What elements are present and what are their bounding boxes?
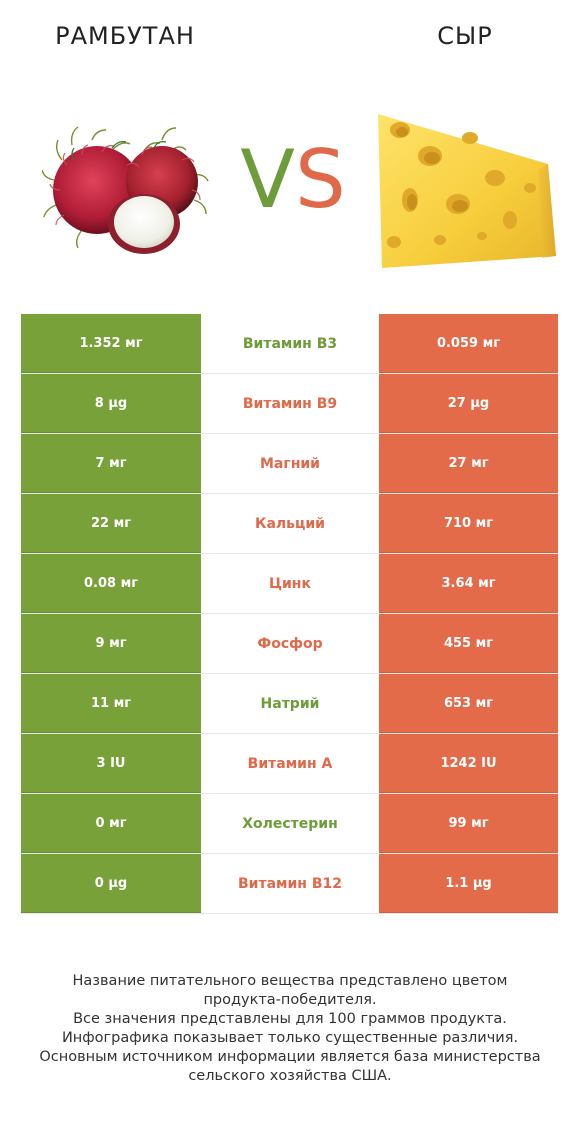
nutrient-name: Магний (201, 434, 379, 493)
right-value: 3.64 мг (379, 554, 558, 613)
right-value: 27 мг (379, 434, 558, 493)
right-value: 653 мг (379, 674, 558, 733)
rambutan-image (41, 120, 212, 260)
nutrient-name: Фосфор (201, 614, 379, 673)
footer-line: Основным источником информации является … (39, 1049, 541, 1065)
table-row: 3 IU Витамин A 1242 IU (21, 734, 558, 794)
nutrient-name: Натрий (201, 674, 379, 733)
left-value: 9 мг (21, 614, 201, 673)
left-value: 0 мг (21, 794, 201, 853)
left-value: 3 IU (21, 734, 201, 793)
table-row: 1.352 мг Витамин B3 0.059 мг (21, 314, 558, 374)
nutrient-name: Витамин A (201, 734, 379, 793)
nutrient-name: Витамин B12 (201, 854, 379, 913)
right-food-title: СЫР (437, 22, 493, 50)
right-value: 0.059 мг (379, 314, 558, 373)
left-food-title: РАМБУТАН (55, 22, 195, 50)
vs-v-letter: V (240, 133, 295, 226)
right-value: 1.1 µg (379, 854, 558, 913)
nutrient-name: Холестерин (201, 794, 379, 853)
right-value: 1242 IU (379, 734, 558, 793)
vs-s-letter: S (294, 133, 346, 226)
table-row: 7 мг Магний 27 мг (21, 434, 558, 494)
left-value: 8 µg (21, 374, 201, 433)
table-row: 9 мг Фосфор 455 мг (21, 614, 558, 674)
table-row: 0 µg Витамин B12 1.1 µg (21, 854, 558, 914)
table-row: 11 мг Натрий 653 мг (21, 674, 558, 734)
table-row: 22 мг Кальций 710 мг (21, 494, 558, 554)
nutrient-name: Цинк (201, 554, 379, 613)
nutrient-name: Витамин B3 (201, 314, 379, 373)
footer-line: Инфографика показывает только существенн… (61, 1030, 519, 1046)
cheese-image (370, 108, 560, 278)
left-value: 7 мг (21, 434, 201, 493)
nutrient-name: Кальций (201, 494, 379, 553)
nutrient-name: Витамин B9 (201, 374, 379, 433)
footer-notes: Название питательного вещества представл… (0, 972, 580, 1086)
footer-line: продукта-победителя. (203, 992, 377, 1008)
right-value: 455 мг (379, 614, 558, 673)
left-value: 1.352 мг (21, 314, 201, 373)
right-value: 710 мг (379, 494, 558, 553)
table-row: 8 µg Витамин B9 27 µg (21, 374, 558, 434)
left-value: 11 мг (21, 674, 201, 733)
left-value: 0.08 мг (21, 554, 201, 613)
table-row: 0 мг Холестерин 99 мг (21, 794, 558, 854)
footer-line: Название питательного вещества представл… (72, 973, 508, 989)
right-value: 99 мг (379, 794, 558, 853)
footer-line: сельского хозяйства США. (188, 1068, 392, 1084)
right-value: 27 µg (379, 374, 558, 433)
comparison-table: 1.352 мг Витамин B3 0.059 мг 8 µg Витамин B9… (21, 314, 558, 914)
footer-line: Все значения представлены для 100 граммо… (73, 1011, 507, 1027)
left-value: 22 мг (21, 494, 201, 553)
left-value: 0 µg (21, 854, 201, 913)
table-row: 0.08 мг Цинк 3.64 мг (21, 554, 558, 614)
